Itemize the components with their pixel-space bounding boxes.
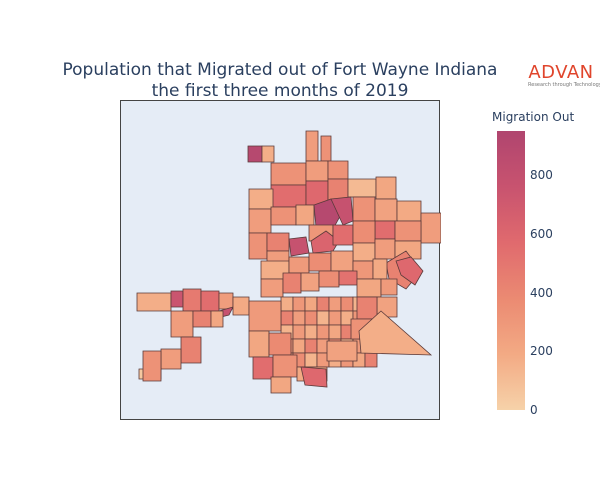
map-region[interactable]: [356, 296, 378, 320]
colorbar-tick-label: 800: [530, 168, 553, 183]
map-region[interactable]: [300, 366, 328, 388]
map-region[interactable]: [395, 256, 424, 286]
map-region[interactable]: [292, 296, 306, 312]
map-region[interactable]: [248, 330, 270, 358]
map-region[interactable]: [232, 296, 250, 316]
map-region[interactable]: [270, 162, 307, 186]
map-region[interactable]: [330, 250, 354, 272]
map-region[interactable]: [364, 352, 378, 368]
logo-tagline: Research through Technology: [528, 82, 600, 88]
map-region[interactable]: [248, 232, 268, 260]
map-region[interactable]: [270, 376, 292, 394]
map-region[interactable]: [280, 296, 294, 312]
colorbar-tick-label: 400: [530, 285, 553, 300]
map-region[interactable]: [338, 270, 358, 286]
map-region[interactable]: [292, 338, 306, 354]
map-region[interactable]: [320, 135, 332, 162]
map-region[interactable]: [210, 310, 224, 328]
map-region[interactable]: [288, 256, 310, 274]
map-region[interactable]: [142, 350, 162, 382]
advan-logo: ADVAN Research through Technology: [528, 62, 600, 89]
map-region[interactable]: [248, 188, 274, 210]
map-region[interactable]: [375, 176, 397, 200]
map-plot-area[interactable]: [120, 100, 441, 421]
map-region[interactable]: [394, 220, 422, 242]
chart-title-line-2: the first three months of 2019: [151, 81, 409, 101]
colorbar-tick-label: 200: [530, 344, 553, 359]
map-region[interactable]: [374, 220, 396, 240]
map-region[interactable]: [180, 336, 202, 364]
map-region[interactable]: [292, 310, 306, 326]
map-region[interactable]: [160, 348, 182, 370]
map-region[interactable]: [327, 160, 349, 180]
map-region[interactable]: [332, 224, 354, 246]
map-region[interactable]: [318, 270, 340, 288]
map-region[interactable]: [304, 324, 318, 340]
map-region[interactable]: [304, 352, 318, 368]
map-region[interactable]: [352, 196, 376, 222]
map-region[interactable]: [326, 340, 358, 362]
map-region[interactable]: [248, 300, 282, 332]
map-region[interactable]: [272, 354, 298, 378]
map-region[interactable]: [304, 296, 318, 312]
chart-title: Population that Migrated out of Fort Way…: [20, 60, 540, 102]
map-region[interactable]: [304, 338, 318, 354]
map-region[interactable]: [328, 310, 342, 326]
map-region[interactable]: [136, 292, 172, 312]
choropleth-map[interactable]: [121, 101, 441, 421]
map-region[interactable]: [420, 212, 441, 244]
map-region[interactable]: [316, 310, 330, 326]
map-region[interactable]: [218, 292, 234, 310]
map-region[interactable]: [170, 310, 194, 338]
map-region[interactable]: [300, 272, 320, 292]
map-region[interactable]: [270, 206, 297, 226]
map-region[interactable]: [310, 230, 340, 254]
colorbar-tick-label: 600: [530, 226, 553, 241]
map-region[interactable]: [304, 310, 318, 326]
logo-wordmark: ADVAN: [528, 62, 594, 83]
map-region[interactable]: [316, 324, 330, 340]
chart-title-line-1: Population that Migrated out of Fort Way…: [62, 60, 498, 80]
map-region[interactable]: [280, 310, 294, 326]
map-region[interactable]: [266, 232, 290, 252]
map-region[interactable]: [374, 238, 396, 260]
map-region[interactable]: [340, 296, 354, 312]
map-region[interactable]: [396, 200, 422, 222]
map-region[interactable]: [352, 220, 376, 244]
map-region[interactable]: [328, 324, 342, 340]
map-region[interactable]: [295, 204, 315, 226]
map-region[interactable]: [292, 324, 306, 340]
map-region[interactable]: [352, 242, 376, 262]
map-region[interactable]: [248, 208, 272, 234]
map-region[interactable]: [374, 198, 398, 222]
map-region[interactable]: [316, 296, 330, 312]
map-region[interactable]: [268, 332, 292, 356]
map-region[interactable]: [328, 296, 342, 312]
map-region[interactable]: [282, 272, 302, 294]
map-region[interactable]: [380, 278, 398, 296]
map-region[interactable]: [261, 145, 275, 163]
colorbar-tick-label: 0: [530, 403, 538, 417]
colorbar-title: Migration Out: [492, 110, 575, 124]
map-region[interactable]: [308, 252, 332, 272]
map-region[interactable]: [247, 145, 263, 163]
map-region[interactable]: [372, 258, 388, 280]
map-region[interactable]: [192, 310, 212, 328]
map-region[interactable]: [305, 130, 319, 162]
map-region[interactable]: [358, 310, 433, 356]
map-region[interactable]: [260, 278, 284, 298]
map-region[interactable]: [347, 178, 377, 198]
map-region[interactable]: [305, 160, 329, 182]
map-region[interactable]: [200, 290, 220, 312]
colorbar-gradient: [497, 131, 525, 410]
map-region[interactable]: [252, 356, 274, 380]
map-region[interactable]: [182, 288, 202, 312]
map-region[interactable]: [270, 184, 307, 208]
map-region[interactable]: [356, 278, 382, 298]
map-region[interactable]: [170, 290, 184, 308]
map-region[interactable]: [288, 236, 310, 257]
